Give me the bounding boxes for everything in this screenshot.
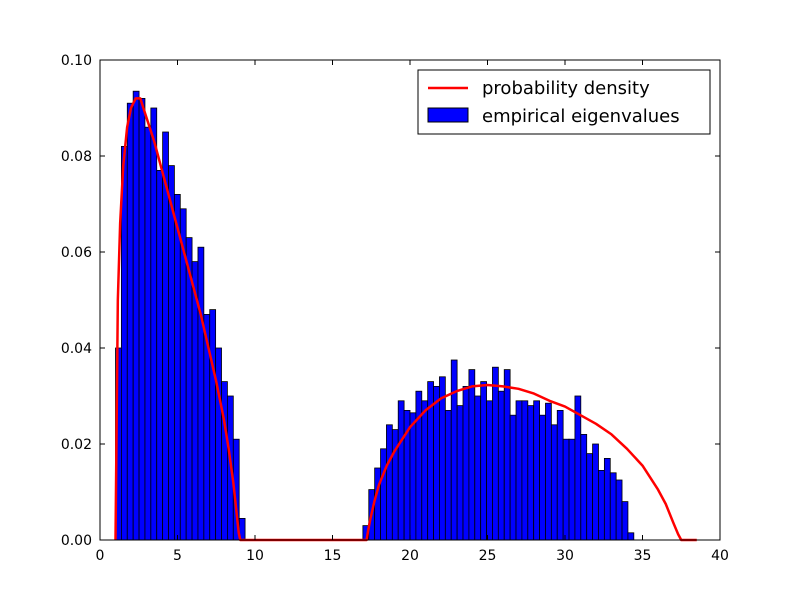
histogram-bar	[168, 165, 175, 541]
histogram-bar	[444, 409, 452, 541]
x-tick-label: 40	[711, 548, 729, 564]
y-tick-label: 0.04	[61, 341, 92, 357]
histogram-bar	[197, 246, 205, 541]
histogram-bar	[173, 193, 181, 541]
histogram-bar	[574, 395, 582, 541]
histogram-bar	[545, 402, 552, 541]
x-tick-label: 10	[246, 548, 264, 564]
histogram-bar	[144, 126, 152, 541]
histogram-bar	[462, 385, 470, 541]
histogram-bar	[450, 359, 458, 541]
x-tick-label: 15	[324, 548, 342, 564]
histogram-bar	[533, 400, 540, 541]
histogram-bar	[562, 438, 570, 541]
histogram-bar	[586, 453, 593, 541]
histogram-bar	[550, 424, 558, 541]
y-tick-label: 0.02	[61, 437, 92, 453]
legend-box	[417, 69, 711, 135]
legend-label-density: probability density	[482, 78, 650, 99]
histogram-bar	[515, 400, 523, 541]
histogram-bar	[527, 405, 535, 541]
histogram-bar	[556, 409, 564, 541]
x-tick-label: 35	[634, 548, 652, 564]
histogram-bar	[456, 405, 464, 541]
histogram-bar	[138, 98, 146, 541]
y-tick-label: 0.06	[61, 245, 92, 261]
y-tick-label: 0.00	[61, 533, 92, 549]
x-tick-label: 0	[96, 548, 105, 564]
histogram-bar	[497, 390, 505, 541]
histogram-bar	[439, 376, 446, 541]
histogram-bar	[409, 412, 417, 541]
histogram-bar	[598, 469, 605, 541]
histogram-bar	[386, 424, 393, 541]
histogram-bar	[397, 400, 405, 541]
histogram-bar	[509, 414, 517, 541]
x-tick-label: 5	[173, 548, 182, 564]
histogram-bar	[568, 438, 576, 541]
axes: 0 5 10 15 20 25 30 35 40 0.00 0.02 0.04 0.06 0.08 0.10	[61, 53, 729, 564]
x-tick-label: 20	[401, 548, 419, 564]
y-tick-label: 0.08	[61, 149, 92, 165]
histogram-bar	[621, 501, 629, 541]
histogram-bar	[126, 102, 134, 541]
histogram-bar	[380, 448, 387, 541]
histogram-bar	[421, 400, 429, 541]
histogram-bar	[474, 395, 482, 541]
legend-patch-swatch	[427, 107, 469, 123]
histogram-bar	[539, 414, 546, 541]
histogram-bar	[150, 107, 158, 541]
histogram-bar	[215, 347, 222, 541]
histogram-bar	[374, 467, 381, 541]
y-tick-label: 0.10	[61, 53, 92, 69]
histogram-bar	[132, 90, 140, 541]
histogram-bar	[492, 366, 499, 541]
histogram-bar	[609, 472, 617, 541]
histogram-bar	[521, 400, 529, 541]
histogram-bar	[580, 433, 588, 541]
histogram-bar	[503, 369, 511, 541]
histogram-bar	[221, 381, 228, 541]
x-tick-label: 25	[479, 548, 497, 564]
histogram-bar	[615, 479, 623, 541]
histogram-bar	[415, 390, 423, 541]
density-curve-layer	[114, 97, 697, 542]
x-tick-label: 30	[556, 548, 574, 564]
legend-label-eigenvalues: empirical eigenvalues	[482, 106, 680, 127]
histogram-bar	[468, 369, 476, 541]
histogram-bar	[486, 400, 493, 541]
histogram-bar	[627, 532, 635, 541]
histogram-bar	[156, 169, 164, 541]
density-curve	[114, 97, 697, 542]
histogram-bar	[209, 309, 217, 541]
histogram-bar	[592, 443, 599, 541]
histogram-bar	[480, 381, 487, 541]
legend: probability density empirical eigenvalues	[417, 69, 711, 135]
histogram-bar	[603, 457, 611, 541]
histogram-bar	[433, 385, 440, 541]
